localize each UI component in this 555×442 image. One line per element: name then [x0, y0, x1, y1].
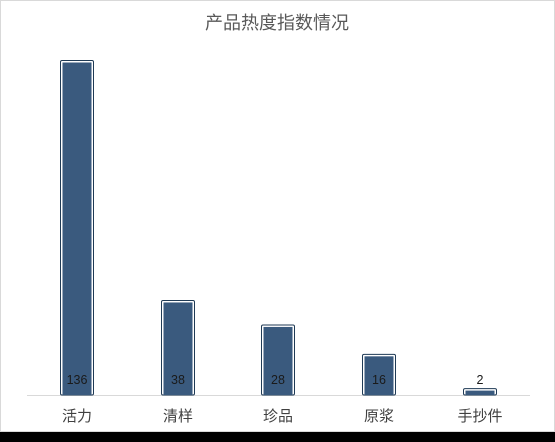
bar-4[interactable] — [465, 390, 495, 395]
bar-0[interactable] — [62, 62, 92, 396]
bar-chart: 产品热度指数情况 136 38 28 16 2 活力 清样 珍品 原浆 手抄件 — [27, 13, 530, 425]
value-label-2: 28 — [271, 373, 285, 387]
bar-1[interactable] — [163, 302, 193, 395]
bar-2[interactable] — [263, 326, 293, 395]
chart-title: 产品热度指数情况 — [205, 13, 349, 34]
value-label-4: 2 — [477, 373, 484, 387]
category-label-0: 活力 — [62, 407, 92, 425]
value-label-1: 38 — [171, 373, 185, 387]
category-label-1: 清样 — [163, 407, 193, 425]
value-label-3: 16 — [372, 373, 386, 387]
category-label-4: 手抄件 — [457, 407, 502, 425]
category-label-2: 珍品 — [263, 407, 293, 425]
bar-3[interactable] — [364, 356, 394, 395]
value-label-0: 136 — [67, 373, 88, 387]
category-label-3: 原浆 — [364, 407, 394, 425]
bottom-strip — [0, 432, 555, 442]
